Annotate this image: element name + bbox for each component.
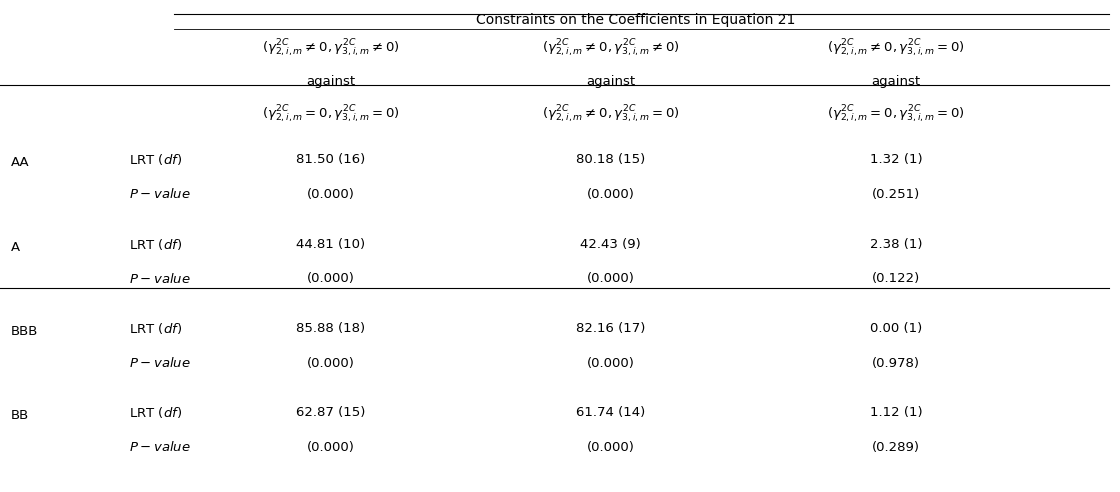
Text: 2.38 (1): 2.38 (1) xyxy=(870,238,922,250)
Text: 62.87 (15): 62.87 (15) xyxy=(296,406,365,419)
Text: 61.74 (14): 61.74 (14) xyxy=(576,406,645,419)
Text: LRT ($df$): LRT ($df$) xyxy=(129,321,181,336)
Text: 0.00 (1): 0.00 (1) xyxy=(870,322,922,335)
Text: against: against xyxy=(306,75,355,88)
Text: $P - value$: $P - value$ xyxy=(129,440,190,455)
Text: against: against xyxy=(871,75,921,88)
Text: 85.88 (18): 85.88 (18) xyxy=(296,322,365,335)
Text: (0.000): (0.000) xyxy=(307,357,354,369)
Text: 44.81 (10): 44.81 (10) xyxy=(296,238,365,250)
Text: (0.978): (0.978) xyxy=(872,357,920,369)
Text: LRT ($df$): LRT ($df$) xyxy=(129,152,181,167)
Text: 80.18 (15): 80.18 (15) xyxy=(576,153,645,166)
Text: (0.000): (0.000) xyxy=(307,272,354,285)
Text: $P - value$: $P - value$ xyxy=(129,356,190,370)
Text: A: A xyxy=(11,241,20,253)
Text: 82.16 (17): 82.16 (17) xyxy=(576,322,645,335)
Text: $(\gamma_{2,i,m}^{2C} = 0, \gamma_{3,i,m}^{2C} = 0)$: $(\gamma_{2,i,m}^{2C} = 0, \gamma_{3,i,m… xyxy=(827,104,965,125)
Text: AA: AA xyxy=(11,156,30,169)
Text: $(\gamma_{2,i,m}^{2C} \neq 0, \gamma_{3,i,m}^{2C} = 0)$: $(\gamma_{2,i,m}^{2C} \neq 0, \gamma_{3,… xyxy=(827,37,965,59)
Text: (0.289): (0.289) xyxy=(872,441,920,454)
Text: 81.50 (16): 81.50 (16) xyxy=(296,153,365,166)
Text: LRT ($df$): LRT ($df$) xyxy=(129,237,181,251)
Text: (0.000): (0.000) xyxy=(307,188,354,201)
Text: BB: BB xyxy=(11,409,29,422)
Text: (0.000): (0.000) xyxy=(587,272,634,285)
Text: (0.000): (0.000) xyxy=(307,441,354,454)
Text: 1.32 (1): 1.32 (1) xyxy=(870,153,922,166)
Text: 42.43 (9): 42.43 (9) xyxy=(580,238,641,250)
Text: (0.000): (0.000) xyxy=(587,441,634,454)
Text: $(\gamma_{2,i,m}^{2C} = 0, \gamma_{3,i,m}^{2C} = 0)$: $(\gamma_{2,i,m}^{2C} = 0, \gamma_{3,i,m… xyxy=(261,104,400,125)
Text: (0.000): (0.000) xyxy=(587,188,634,201)
Text: $(\gamma_{2,i,m}^{2C} \neq 0, \gamma_{3,i,m}^{2C} = 0)$: $(\gamma_{2,i,m}^{2C} \neq 0, \gamma_{3,… xyxy=(541,104,680,125)
Text: 1.12 (1): 1.12 (1) xyxy=(870,406,922,419)
Text: Constraints on the Coefficients in Equation 21: Constraints on the Coefficients in Equat… xyxy=(476,13,795,27)
Text: against: against xyxy=(586,75,635,88)
Text: (0.122): (0.122) xyxy=(871,272,921,285)
Text: (0.251): (0.251) xyxy=(871,188,921,201)
Text: $P - value$: $P - value$ xyxy=(129,187,190,201)
Text: $(\gamma_{2,i,m}^{2C} \neq 0, \gamma_{3,i,m}^{2C} \neq 0)$: $(\gamma_{2,i,m}^{2C} \neq 0, \gamma_{3,… xyxy=(541,37,680,59)
Text: LRT ($df$): LRT ($df$) xyxy=(129,405,181,420)
Text: BBB: BBB xyxy=(11,325,38,338)
Text: (0.000): (0.000) xyxy=(587,357,634,369)
Text: $(\gamma_{2,i,m}^{2C} \neq 0, \gamma_{3,i,m}^{2C} \neq 0)$: $(\gamma_{2,i,m}^{2C} \neq 0, \gamma_{3,… xyxy=(261,37,400,59)
Text: $P - value$: $P - value$ xyxy=(129,272,190,286)
